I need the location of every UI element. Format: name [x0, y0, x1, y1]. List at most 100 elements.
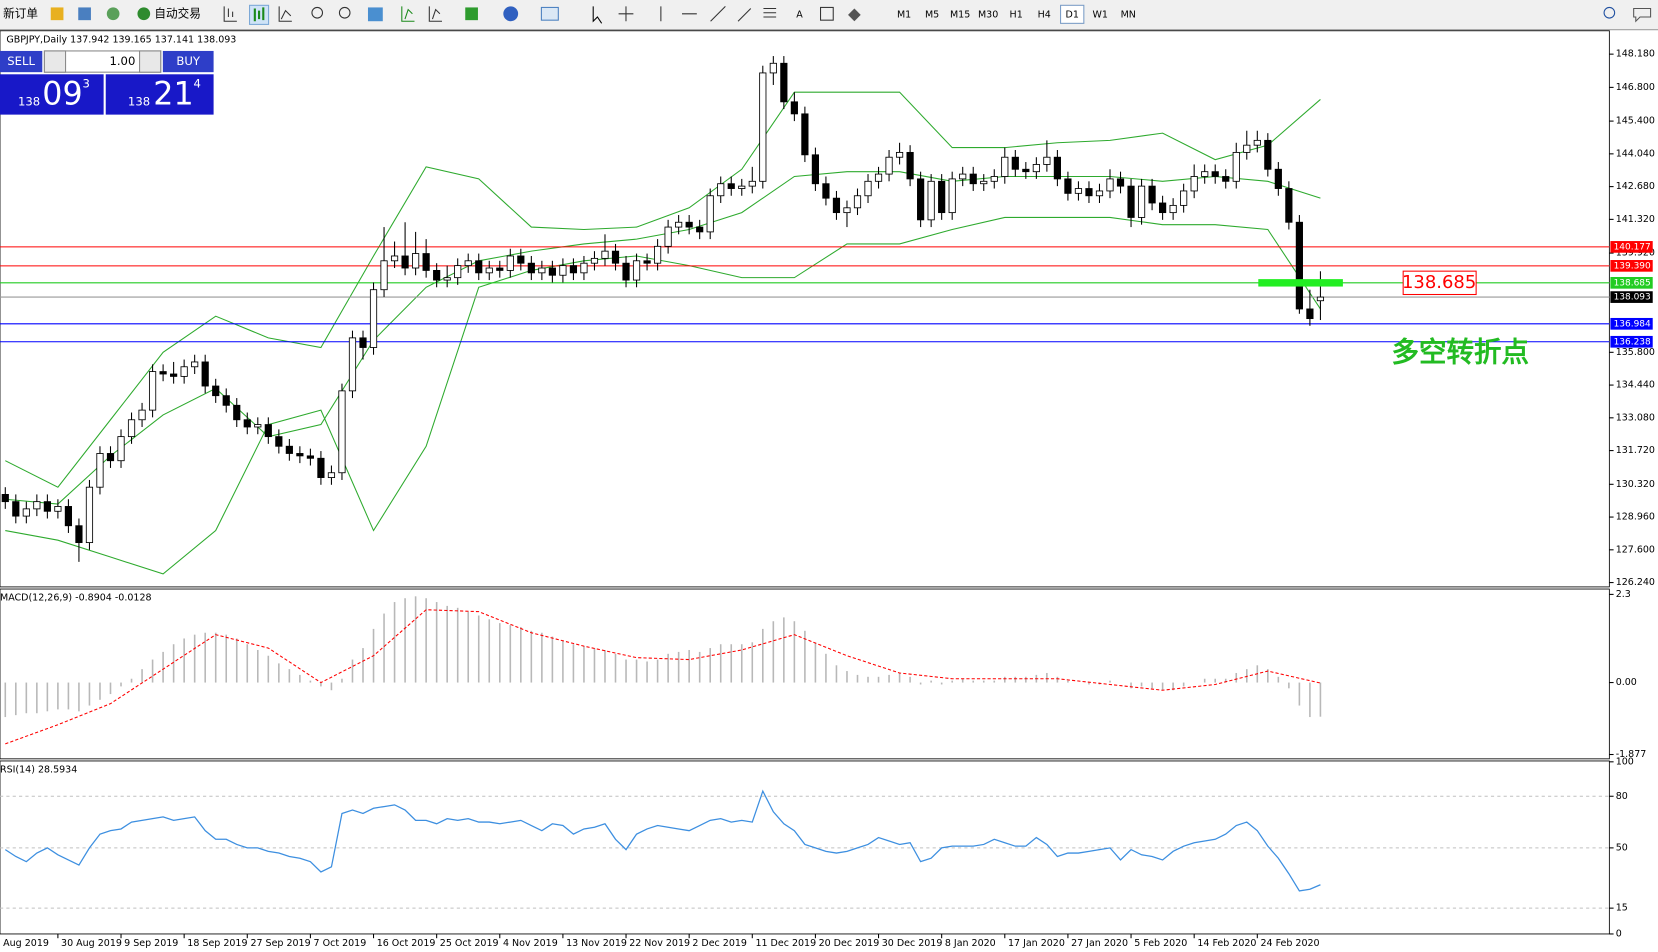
icon[interactable]	[428, 6, 442, 22]
close: 138.093	[197, 34, 236, 45]
y-tick-label: 146.800	[1616, 82, 1655, 93]
icon[interactable]	[592, 6, 603, 24]
timeframe-button[interactable]: H1	[1010, 9, 1023, 20]
icon[interactable]	[223, 6, 237, 22]
y-tick-label: 2.3	[1616, 589, 1631, 600]
candle-body	[759, 72, 767, 182]
level-label: 136.238	[1614, 337, 1651, 347]
y-tick-label: 130.320	[1616, 479, 1655, 490]
icon[interactable]	[338, 6, 351, 19]
candle-body	[664, 226, 672, 247]
pivot-text: 多空转折点	[1392, 336, 1529, 368]
y-tick-label: 128.960	[1616, 512, 1655, 523]
rsi-value: 28.5934	[38, 764, 77, 775]
rsi-title: RSI(14)	[0, 764, 35, 775]
auto-trade-button[interactable]: 自动交易	[154, 6, 200, 20]
icon[interactable]	[253, 7, 265, 22]
search-icon[interactable]	[1603, 6, 1616, 19]
timeframe-button[interactable]: MN	[1121, 9, 1136, 20]
candle-body	[864, 180, 872, 197]
candle-body	[1295, 221, 1303, 310]
candle-body	[1180, 190, 1188, 206]
sell-price-box[interactable]	[0, 74, 104, 115]
icon[interactable]	[137, 7, 151, 21]
lots-down[interactable]	[43, 50, 67, 73]
y-tick-label: 50	[1616, 842, 1628, 853]
chat-icon[interactable]	[1633, 7, 1652, 23]
candle-body	[506, 255, 514, 271]
level-tag	[1610, 276, 1653, 289]
candle-body	[874, 173, 883, 182]
timeframe-button[interactable]: M5	[925, 9, 939, 20]
icon[interactable]	[106, 7, 120, 21]
sell-price-pips: 09	[42, 76, 82, 112]
icon[interactable]	[820, 6, 834, 21]
level-label: 140.177	[1614, 242, 1651, 252]
timeframe-button[interactable]: M1	[897, 9, 911, 20]
icon-text-tool[interactable]: A	[796, 9, 803, 20]
candle-body	[675, 221, 683, 228]
candle-body	[738, 185, 746, 189]
candle-body	[611, 250, 620, 264]
candle-body	[12, 501, 20, 517]
timeframe-button[interactable]: M15	[950, 9, 970, 20]
icon[interactable]	[618, 6, 634, 22]
timeframe-button[interactable]: H4	[1038, 9, 1051, 20]
sell-label[interactable]: SELL	[7, 54, 35, 68]
icon[interactable]	[737, 7, 777, 22]
candle-body	[801, 113, 809, 156]
y-tick-label: 0.00	[1616, 677, 1637, 688]
candle-body	[1211, 171, 1219, 177]
timeframe-button[interactable]: M30	[978, 9, 998, 20]
icon[interactable]	[367, 7, 383, 22]
timeframe-active	[1060, 4, 1085, 24]
icon[interactable]	[503, 6, 519, 22]
candle-body	[517, 255, 525, 264]
candle-body	[1274, 168, 1282, 189]
icon[interactable]	[50, 7, 64, 21]
candle-body	[191, 361, 199, 368]
candle-body	[1190, 176, 1198, 192]
plot: 148.180 146.800 145.400 144.040 142.680 141.3…	[0, 49, 1655, 949]
candle-body	[1032, 164, 1040, 173]
lots-value[interactable]: 1.00	[109, 54, 135, 68]
icon[interactable]	[401, 6, 415, 22]
buy-button[interactable]	[162, 50, 214, 73]
sell-button[interactable]	[0, 50, 43, 73]
candle-body	[1053, 156, 1061, 180]
candle-body	[433, 270, 441, 281]
buy-label[interactable]: BUY	[176, 54, 200, 68]
candle-body	[1159, 202, 1167, 214]
x-tick-label: 27 Jan 2020	[1071, 938, 1128, 949]
buy-price-box[interactable]	[105, 74, 214, 115]
level-tag	[1610, 260, 1653, 272]
toolbar-icons: A	[50, 4, 1652, 25]
candle-body	[1116, 178, 1125, 187]
icon[interactable]	[465, 7, 478, 21]
new-order-button[interactable]: 新订单	[3, 6, 38, 20]
one-click-panel: SELL 1.00 BUY 138 09 3 138 21 4	[0, 50, 214, 115]
y-tick-label: 131.720	[1616, 445, 1655, 456]
candle-body	[1085, 188, 1093, 197]
candle-body	[1001, 156, 1009, 177]
timeframe-button[interactable]: W1	[1093, 9, 1108, 20]
candle-body	[1064, 178, 1072, 194]
candle-body	[696, 226, 704, 233]
icon[interactable]	[78, 7, 91, 21]
icon[interactable]	[278, 6, 292, 22]
icon[interactable]	[311, 6, 324, 19]
lots-up[interactable]	[139, 50, 162, 73]
candle-body	[1253, 139, 1261, 146]
candle-body	[1074, 188, 1083, 194]
candle-body	[43, 501, 51, 512]
candle-body	[22, 508, 30, 517]
timeframe-button[interactable]: D1	[1066, 9, 1079, 20]
candle-body	[927, 180, 935, 221]
y-tick-label: 134.440	[1616, 380, 1655, 391]
icon[interactable]	[540, 6, 559, 21]
icon[interactable]	[660, 5, 726, 22]
x-tick-label: 18 Sep 2019	[187, 938, 247, 949]
candle-body	[727, 183, 735, 189]
x-tick-label: 25 Oct 2019	[440, 938, 499, 949]
sell-price-point: 3	[82, 76, 89, 90]
